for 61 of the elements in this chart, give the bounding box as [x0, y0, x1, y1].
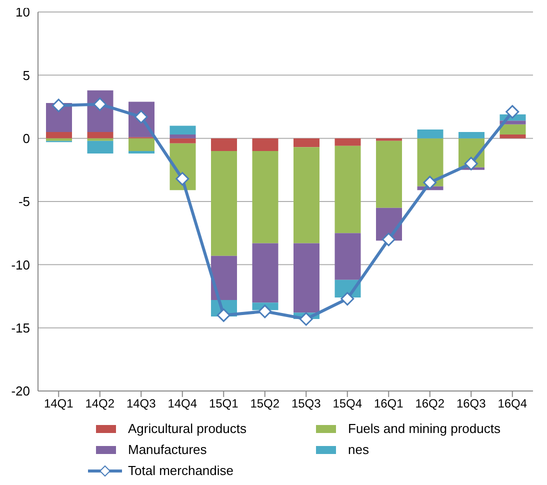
bar	[458, 132, 484, 138]
legend-label: Total merchandise	[128, 463, 234, 478]
point	[340, 292, 354, 306]
legend-label: Manufactures	[128, 442, 207, 457]
bar	[170, 134, 196, 138]
bar	[376, 140, 402, 208]
bar	[500, 134, 526, 138]
y-tick-label: 0	[22, 130, 30, 146]
bar	[211, 256, 237, 300]
bar	[252, 150, 278, 244]
bar	[252, 138, 278, 151]
y-tick-label: 5	[22, 68, 30, 83]
bar	[211, 150, 237, 256]
x-tick-label: 15Q1	[208, 396, 239, 411]
x-tick-label: 14Q4	[168, 396, 198, 411]
point	[258, 304, 272, 318]
bar	[417, 129, 444, 138]
bar	[87, 140, 114, 154]
bar	[417, 138, 444, 186]
bar	[376, 138, 402, 141]
x-tick-label: 16Q1	[374, 396, 404, 411]
bar	[46, 138, 72, 141]
point	[299, 312, 313, 326]
bar	[170, 126, 196, 135]
y-tick-label: -10	[11, 257, 30, 272]
bar	[294, 243, 320, 313]
x-tick-label: 16Q3	[456, 396, 486, 411]
bar	[334, 138, 361, 146]
legend-label: nes	[348, 442, 369, 457]
x-tick-label: 14Q3	[126, 396, 156, 411]
bar	[252, 243, 278, 303]
x-tick-label: 15Q3	[291, 396, 322, 411]
legend-label: Agricultural products	[128, 421, 246, 436]
bar	[211, 138, 237, 151]
x-tick-label: 14Q1	[44, 396, 74, 411]
x-tick-label: 15Q4	[332, 396, 362, 411]
y-tick-label: -15	[11, 320, 30, 336]
bar	[128, 150, 154, 154]
legend-label: Fuels and mining products	[348, 421, 500, 436]
bar	[87, 138, 114, 141]
bar	[294, 147, 320, 244]
point	[506, 105, 520, 119]
bar	[500, 124, 526, 135]
x-tick-label: 16Q4	[498, 396, 528, 411]
x-tick-label: 14Q2	[85, 396, 115, 411]
bar	[87, 132, 114, 138]
bar	[294, 138, 320, 148]
bar	[46, 132, 72, 138]
y-tick-label: -20	[11, 384, 30, 399]
point	[176, 172, 190, 186]
point	[382, 232, 396, 246]
point	[423, 176, 437, 190]
x-tick-label: 15Q2	[250, 396, 280, 411]
bar	[170, 138, 196, 144]
bar	[334, 233, 361, 280]
point	[52, 98, 66, 112]
bar	[334, 146, 361, 234]
y-tick-label: -5	[18, 194, 30, 210]
point	[464, 156, 478, 170]
x-tick-label: 16Q2	[415, 396, 445, 411]
bar	[128, 138, 154, 151]
